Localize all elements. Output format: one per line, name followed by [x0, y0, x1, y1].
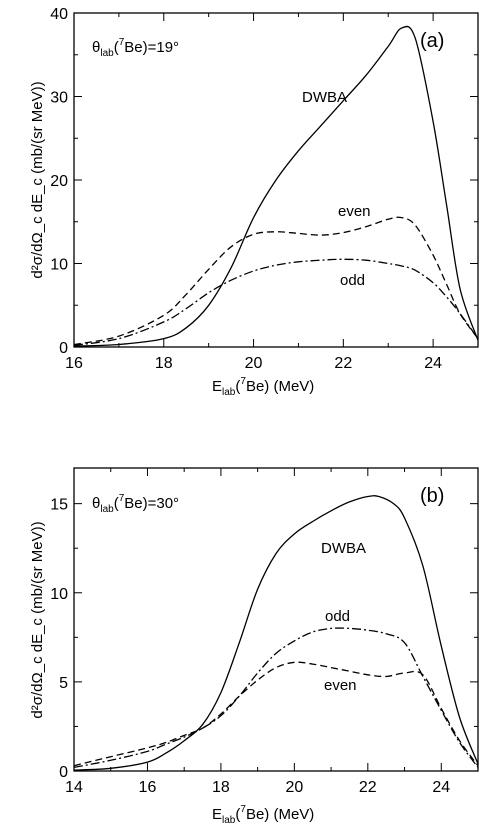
x-tick-label: 20	[245, 355, 263, 372]
series-even-b	[73, 661, 479, 767]
y-tick-label: 15	[50, 497, 68, 514]
x-tick-label: 14	[65, 779, 83, 796]
y-tick-label: 40	[50, 6, 68, 23]
panel-label-a: (a)	[420, 30, 444, 52]
x-axis-title-a: Elab(7Be) (MeV)	[212, 376, 314, 398]
panel-b: 14 16 18 20 22 24 0 5 10 15 θlab(7Be)=30° (b) DWB…	[29, 467, 479, 826]
series-label-odd-a: odd	[340, 272, 365, 289]
x-tick-label: 22	[334, 355, 352, 372]
y-axis-title-b: d²σ/dΩ_c dE_c (mb/(sr MeV))	[29, 521, 46, 718]
y-axis-title-a: d²σ/dΩ_c dE_c (mb/(sr MeV))	[29, 81, 46, 278]
series-label-even-b: even	[324, 677, 357, 694]
x-tick-label: 24	[424, 355, 442, 372]
condition-label-a: θlab(7Be)=19°	[92, 37, 179, 59]
condition-label-b: θlab(7Be)=30°	[92, 493, 179, 515]
x-axis-title-b: Elab(7Be) (MeV)	[212, 804, 314, 826]
x-tick-label: 20	[285, 779, 303, 796]
y-tick-label: 0	[59, 764, 68, 781]
series-label-dwba-b: DWBA	[321, 540, 366, 557]
ticks-a	[73, 12, 479, 348]
panel-a: 16 18 20 22 24 0 10 20 30 40 θlab(7Be)=19° (a) DW…	[29, 6, 479, 398]
series-odd-a	[73, 258, 479, 346]
series-dwba-a	[73, 25, 479, 347]
tick-labels-a: 16 18 20 22 24 0 10 20 30 40	[50, 6, 442, 372]
y-tick-label: 10	[50, 257, 68, 274]
x-tick-label: 18	[155, 355, 173, 372]
tick-labels-b: 14 16 18 20 22 24 0 5 10 15	[50, 497, 450, 796]
x-tick-label: 16	[65, 355, 83, 372]
y-tick-label: 20	[50, 173, 68, 190]
y-tick-label: 0	[59, 340, 68, 357]
plot-frame-b	[73, 467, 479, 772]
series-label-odd-b: odd	[325, 608, 350, 625]
x-tick-label: 22	[359, 779, 377, 796]
panel-label-b: (b)	[420, 485, 444, 507]
series-label-even-a: even	[338, 203, 371, 220]
series-odd-b	[73, 627, 479, 769]
y-tick-label: 30	[50, 90, 68, 107]
curves-b	[73, 495, 479, 771]
y-tick-label: 10	[50, 586, 68, 603]
ticks-b	[73, 468, 479, 772]
series-label-dwba-a: DWBA	[302, 89, 347, 106]
curves-a	[73, 25, 479, 347]
x-tick-label: 24	[432, 779, 450, 796]
x-tick-label: 18	[212, 779, 230, 796]
series-even-a	[73, 216, 479, 346]
x-tick-label: 16	[139, 779, 157, 796]
y-tick-label: 5	[59, 675, 68, 692]
series-dwba-b	[73, 495, 479, 771]
